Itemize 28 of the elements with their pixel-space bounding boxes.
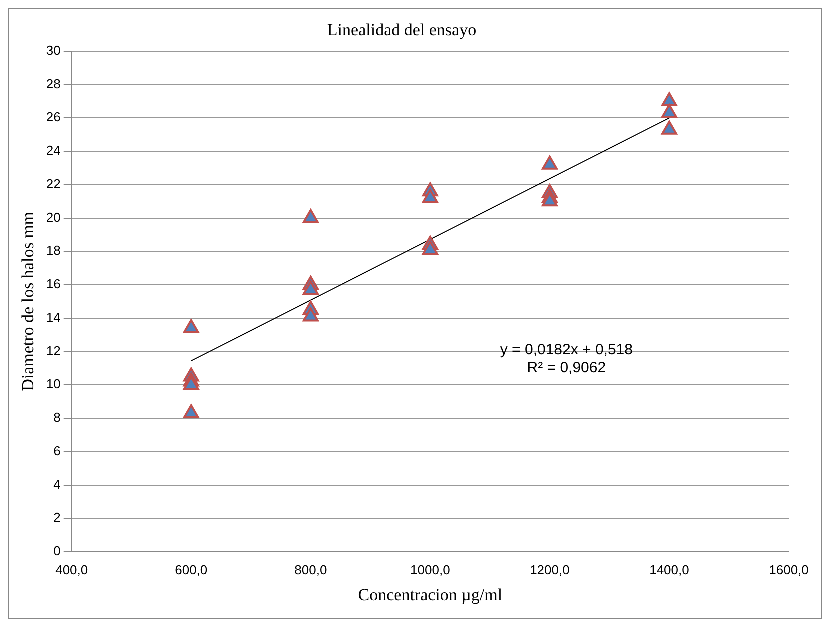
y-tick-label: 2 — [54, 510, 61, 526]
annotation: R² = 0,9062 — [527, 359, 606, 376]
y-axis-title: Diametro de los halos mm — [18, 212, 38, 392]
x-tick-label: 400,0 — [56, 562, 88, 578]
x-tick-label: 1600,0 — [769, 562, 809, 578]
y-tick-label: 12 — [46, 343, 61, 358]
y-tick-label: 26 — [46, 110, 61, 125]
x-tick-label: 1400,0 — [650, 562, 690, 578]
annotation: y = 0,0182x + 0,518 — [500, 341, 633, 358]
y-tick-label: 6 — [54, 443, 61, 458]
y-tick-label: 4 — [54, 476, 61, 492]
y-tick-label: 16 — [46, 276, 61, 292]
chart-title: Linealidad del ensayo — [327, 20, 477, 40]
x-tick-label: 1000,0 — [410, 562, 450, 578]
y-tick-label: 14 — [46, 310, 61, 325]
y-tick-label: 24 — [46, 143, 61, 158]
x-tick-label: 800,0 — [294, 562, 328, 578]
y-tick-label: 0 — [54, 544, 61, 559]
y-tick-label: 22 — [46, 176, 61, 192]
y-tick-label: 18 — [46, 243, 61, 258]
x-tick-label: 1200,0 — [530, 562, 570, 578]
y-tick-label: 30 — [46, 42, 61, 58]
x-axis-title: Concentracion µg/ml — [358, 585, 503, 604]
x-tick-label: 600,0 — [175, 562, 208, 578]
y-tick-label: 10 — [46, 376, 61, 392]
y-tick-label: 28 — [46, 76, 61, 92]
y-tick-label: 20 — [46, 210, 61, 225]
y-tick-label: 8 — [54, 410, 61, 426]
